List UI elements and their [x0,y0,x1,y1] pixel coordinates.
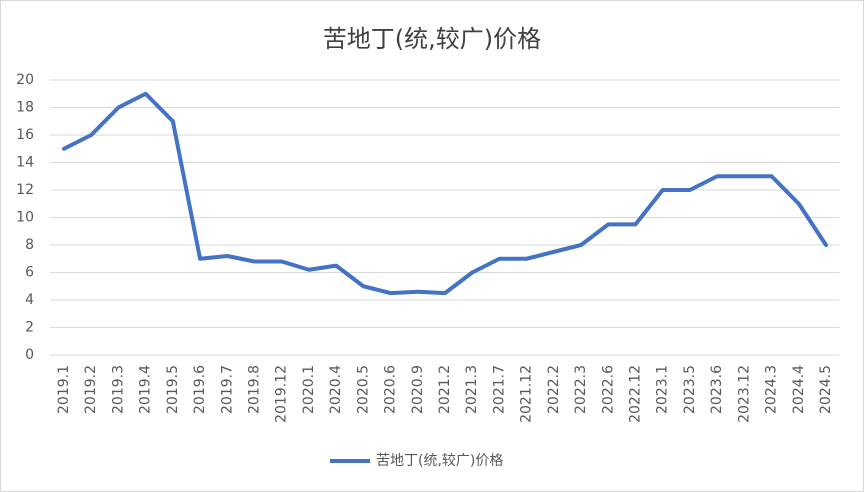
y-tick-label: 18 [16,100,34,116]
y-tick-label: 10 [16,210,34,226]
y-tick-label: 0 [25,347,34,363]
x-tick-label: 2020.5 [355,365,371,414]
x-tick-label: 2023.5 [682,365,698,414]
x-tick-label: 2020.6 [383,365,399,414]
y-tick-label: 2 [25,320,34,336]
x-tick-label: 2020.9 [410,365,426,414]
y-tick-label: 4 [25,292,34,308]
x-tick-label: 2019.5 [165,365,181,414]
x-tick-label: 2023.6 [709,365,725,414]
x-tick-label: 2023.1 [655,365,671,414]
x-tick-label: 2019.2 [83,365,99,414]
x-tick-label: 2020.4 [328,365,344,414]
x-tick-label: 2022.12 [627,365,643,423]
y-tick-label: 8 [25,237,34,253]
x-tick-label: 2019.1 [56,365,72,414]
y-tick-label: 12 [16,182,34,198]
x-tick-label: 2023.12 [736,365,752,423]
x-tick-label: 2019.12 [274,365,290,423]
x-tick-label: 2019.8 [247,365,263,414]
y-tick-label: 14 [16,155,34,171]
x-tick-label: 2019.6 [192,365,208,414]
x-tick-label: 2024.4 [791,365,807,414]
y-tick-label: 16 [16,127,34,143]
x-tick-label: 2022.6 [600,365,616,414]
y-tick-label: 6 [25,265,34,281]
x-tick-label: 2022.3 [573,365,589,414]
line-series [62,91,828,296]
legend-label: 苦地丁(统,较广)价格 [376,453,503,469]
x-tick-label: 2020.1 [301,365,317,414]
x-tick-label: 2019.7 [219,365,235,414]
chart-title: 苦地丁(统,较广)价格 [323,25,541,53]
x-tick-label: 2021.2 [437,365,453,414]
x-tick-label: 2021.12 [519,365,535,423]
x-tick-label: 2024.5 [818,365,834,414]
x-tick-label: 2019.4 [138,365,154,414]
x-tick-label: 2021.3 [464,365,480,414]
y-tick-label: 20 [16,72,34,88]
x-tick-label: 2022.2 [546,365,562,414]
x-tick-label: 2019.3 [110,365,126,414]
x-tick-label: 2024.3 [764,365,780,414]
x-tick-label: 2021.7 [491,365,507,414]
